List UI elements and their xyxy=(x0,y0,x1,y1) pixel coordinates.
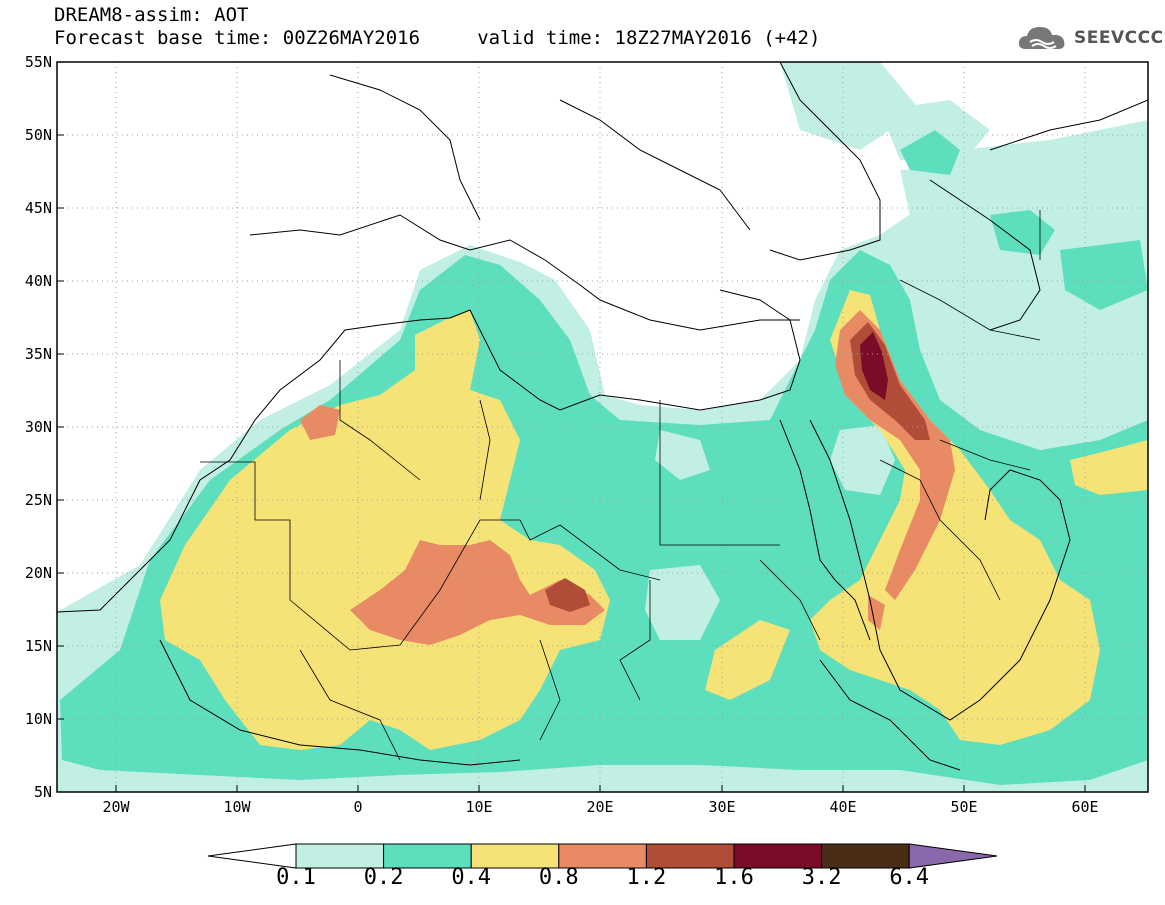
lon-labels: 20W 10W 0 10E 20E 30E 40E 50E 60E xyxy=(102,798,1098,816)
lat-label: 5N xyxy=(34,783,52,801)
lon-label: 0 xyxy=(353,798,362,816)
colorbar-high-triangle xyxy=(908,843,998,869)
seevccc-logo: SEEVCCC xyxy=(1016,22,1164,54)
lon-label: 10W xyxy=(223,798,251,816)
lat-ticks xyxy=(57,61,64,793)
colorbar xyxy=(207,843,998,869)
logo-text: SEEVCCC xyxy=(1074,28,1164,48)
lon-label: 20W xyxy=(102,798,130,816)
colorbar-label: 1.6 xyxy=(714,865,754,890)
lat-label: 20N xyxy=(25,564,52,582)
aot-clean-patches xyxy=(645,425,895,640)
title-line-1: DREAM8-assim: AOT xyxy=(54,4,249,26)
lon-label: 40E xyxy=(829,798,856,816)
colorbar-label: 0.1 xyxy=(276,865,316,890)
lat-label: 55N xyxy=(25,53,52,71)
colorbar-label: 0.8 xyxy=(538,865,579,890)
lon-label: 20E xyxy=(586,798,613,816)
lon-ticks xyxy=(115,785,1086,792)
lat-label: 45N xyxy=(25,199,52,217)
lon-label: 60E xyxy=(1071,798,1098,816)
lon-label: 30E xyxy=(708,798,735,816)
country-borders xyxy=(200,210,1041,761)
colorbar-swatch xyxy=(295,843,385,869)
lat-label: 10N xyxy=(25,710,52,728)
title-line-2: Forecast base time: 00Z26MAY2016 valid t… xyxy=(54,27,821,49)
coastlines xyxy=(57,62,1148,771)
colorbar-label: 0.4 xyxy=(451,865,492,890)
aot-band-1.6-3.2 xyxy=(860,332,888,400)
lat-labels: 55N 50N 45N 40N 35N 30N 25N 20N 15N 10N … xyxy=(25,53,52,801)
lon-label: 50E xyxy=(950,798,977,816)
lon-label: 10E xyxy=(465,798,492,816)
lat-label: 50N xyxy=(25,126,52,144)
colorbar-swatch xyxy=(470,843,560,869)
colorbar-label: 3.2 xyxy=(801,865,842,890)
graticule xyxy=(57,62,1148,792)
cloud-icon xyxy=(1018,27,1065,49)
colorbar-label: 1.2 xyxy=(626,865,667,890)
colorbar-swatch xyxy=(558,843,647,869)
colorbar-swatch xyxy=(645,843,735,869)
colorbar-label: 6.4 xyxy=(889,865,930,890)
lat-label: 40N xyxy=(25,272,52,290)
colorbar-swatch xyxy=(821,843,910,869)
colorbar-swatch xyxy=(383,843,472,869)
lat-label: 15N xyxy=(25,637,52,655)
lat-label: 35N xyxy=(25,345,52,363)
colorbar-label: 0.2 xyxy=(363,865,404,890)
lat-label: 25N xyxy=(25,491,52,509)
lat-label: 30N xyxy=(25,418,52,436)
